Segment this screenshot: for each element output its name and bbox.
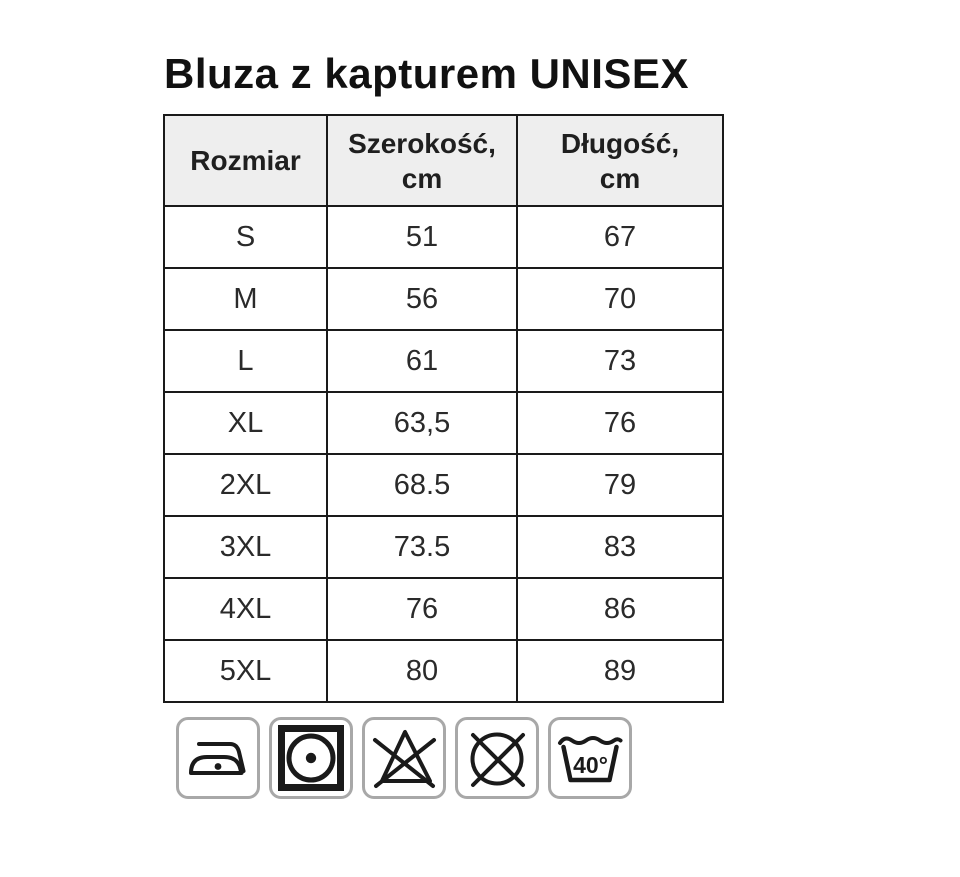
cell-width: 76 [326,577,518,641]
table-row: L 61 73 [163,329,724,393]
cell-size: 2XL [163,453,328,517]
table-row: 4XL 76 86 [163,577,724,641]
cell-width: 61 [326,329,518,393]
care-symbols-row: 40° [176,717,632,799]
cell-size: L [163,329,328,393]
col-header-width-line2: cm [401,162,443,194]
care-symbol-iron [176,717,260,799]
table-row: M 56 70 [163,267,724,331]
do-not-dry-clean-icon [470,732,525,787]
cell-width: 80 [326,639,518,703]
size-table: Rozmiar Szerokość, cm Długość, cm S 51 6… [163,114,724,703]
col-header-width: Szerokość, cm [326,114,518,207]
table-row: S 51 67 [163,205,724,269]
iron-one-dot-icon [189,742,246,775]
cell-length: 76 [516,391,724,455]
wash-40-icon: 40° [558,736,623,783]
cell-width: 56 [326,267,518,331]
cell-length: 83 [516,515,724,579]
cell-length: 79 [516,453,724,517]
care-symbol-do-not-dry-clean [455,717,539,799]
cell-width: 68.5 [326,453,518,517]
cell-width: 63,5 [326,391,518,455]
col-header-size-label: Rozmiar [190,145,301,176]
cell-length: 89 [516,639,724,703]
cell-size: 5XL [163,639,328,703]
col-header-length-line2: cm [599,162,641,194]
cell-width: 73.5 [326,515,518,579]
table-row: 5XL 80 89 [163,639,724,703]
table-row: XL 63,5 76 [163,391,724,455]
wash-temp-label: 40° [573,752,608,778]
care-symbol-do-not-bleach [362,717,446,799]
col-header-length-line1: Długość, [560,127,680,159]
header-row: Rozmiar Szerokość, cm Długość, cm [163,114,724,207]
cell-size: S [163,205,328,269]
table-row: 3XL 73.5 83 [163,515,724,579]
do-not-bleach-icon [373,730,436,788]
col-header-size: Rozmiar [163,114,328,207]
cell-size: 4XL [163,577,328,641]
cell-length: 67 [516,205,724,269]
cell-length: 70 [516,267,724,331]
tumble-dry-dot-icon [278,725,344,791]
care-symbol-wash-40: 40° [548,717,632,799]
cell-size: XL [163,391,328,455]
page-title: Bluza z kapturem UNISEX [164,50,689,97]
cell-length: 73 [516,329,724,393]
cell-size: 3XL [163,515,328,579]
care-symbol-tumble-dry [269,717,353,799]
table-row: 2XL 68.5 79 [163,453,724,517]
col-header-length: Długość, cm [516,114,724,207]
cell-length: 86 [516,577,724,641]
col-header-width-line1: Szerokość, [348,127,496,159]
cell-size: M [163,267,328,331]
cell-width: 51 [326,205,518,269]
